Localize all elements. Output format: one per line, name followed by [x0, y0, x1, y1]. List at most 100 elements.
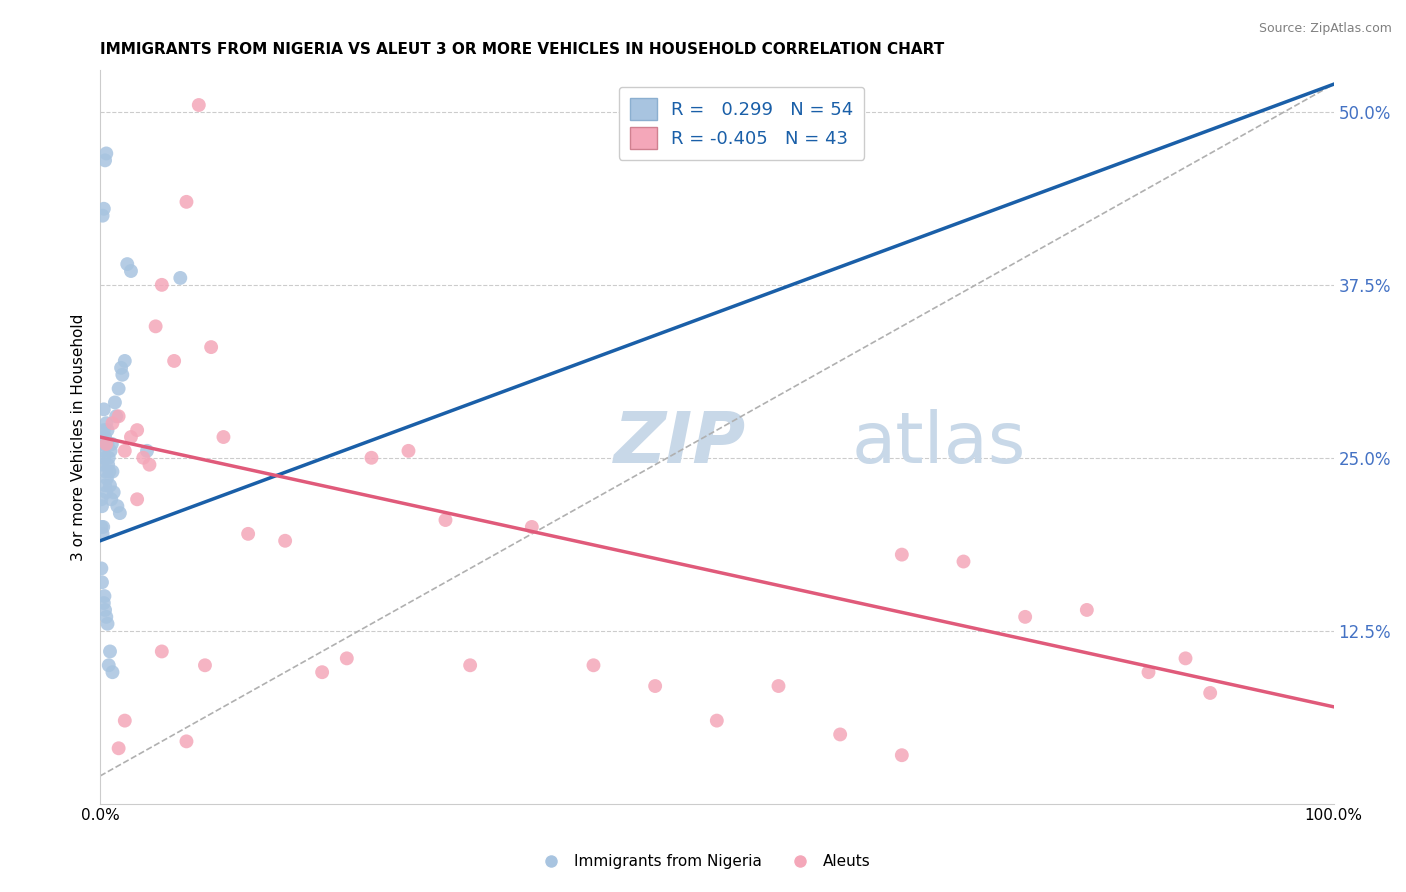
Point — [150, 277, 173, 292]
Point — [94, 430, 117, 444]
Point — [114, 714, 136, 728]
Point — [117, 257, 139, 271]
Point — [98, 478, 121, 492]
Point — [94, 465, 117, 479]
Point — [360, 450, 382, 465]
Point — [101, 665, 124, 680]
Point — [101, 437, 124, 451]
Legend: R =   0.299   N = 54, R = -0.405   N = 43: R = 0.299 N = 54, R = -0.405 N = 43 — [619, 87, 865, 160]
Point — [91, 443, 114, 458]
Point — [96, 423, 118, 437]
Point — [91, 458, 114, 472]
Point — [114, 354, 136, 368]
Point — [138, 458, 160, 472]
Point — [98, 644, 121, 658]
Point — [100, 443, 122, 458]
Point — [274, 533, 297, 548]
Point — [105, 409, 128, 424]
Point — [114, 443, 136, 458]
Point — [1076, 603, 1098, 617]
Point — [93, 596, 115, 610]
Point — [91, 209, 114, 223]
Point — [150, 644, 173, 658]
Point — [132, 450, 155, 465]
Point — [582, 658, 605, 673]
Point — [434, 513, 457, 527]
Point — [97, 658, 120, 673]
Point — [98, 465, 121, 479]
Point — [212, 430, 235, 444]
Point — [96, 437, 118, 451]
Point — [311, 665, 333, 680]
Point — [90, 561, 112, 575]
Point — [105, 499, 128, 513]
Point — [96, 471, 118, 485]
Point — [101, 416, 124, 430]
Point — [1199, 686, 1222, 700]
Legend: Immigrants from Nigeria, Aleuts: Immigrants from Nigeria, Aleuts — [530, 848, 876, 875]
Point — [830, 727, 852, 741]
Point — [107, 409, 129, 424]
Point — [1014, 610, 1036, 624]
Point — [163, 354, 186, 368]
Text: atlas: atlas — [852, 409, 1026, 478]
Point — [336, 651, 359, 665]
Point — [94, 153, 117, 168]
Point — [94, 478, 117, 492]
Point — [101, 465, 124, 479]
Point — [706, 714, 728, 728]
Point — [644, 679, 666, 693]
Point — [890, 548, 912, 562]
Point — [97, 458, 120, 472]
Point — [110, 360, 132, 375]
Point — [768, 679, 790, 693]
Text: ZIP: ZIP — [613, 409, 747, 478]
Point — [169, 271, 191, 285]
Point — [93, 423, 115, 437]
Point — [127, 423, 149, 437]
Point — [103, 485, 125, 500]
Point — [1137, 665, 1160, 680]
Point — [194, 658, 217, 673]
Point — [91, 526, 114, 541]
Point — [107, 382, 129, 396]
Point — [91, 437, 114, 451]
Point — [145, 319, 167, 334]
Point — [127, 492, 149, 507]
Point — [93, 589, 115, 603]
Point — [96, 616, 118, 631]
Point — [96, 610, 118, 624]
Point — [90, 520, 112, 534]
Point — [96, 485, 118, 500]
Point — [236, 526, 259, 541]
Point — [398, 443, 420, 458]
Point — [96, 146, 118, 161]
Point — [111, 368, 134, 382]
Point — [890, 748, 912, 763]
Point — [91, 575, 114, 590]
Point — [952, 555, 974, 569]
Point — [94, 603, 117, 617]
Text: Source: ZipAtlas.com: Source: ZipAtlas.com — [1258, 22, 1392, 36]
Point — [97, 450, 120, 465]
Point — [93, 202, 115, 216]
Point — [104, 395, 127, 409]
Y-axis label: 3 or more Vehicles in Household: 3 or more Vehicles in Household — [72, 313, 86, 561]
Point — [520, 520, 543, 534]
Text: IMMIGRANTS FROM NIGERIA VS ALEUT 3 OR MORE VEHICLES IN HOUSEHOLD CORRELATION CHA: IMMIGRANTS FROM NIGERIA VS ALEUT 3 OR MO… — [100, 42, 945, 57]
Point — [176, 734, 198, 748]
Point — [90, 492, 112, 507]
Point — [458, 658, 481, 673]
Point — [200, 340, 222, 354]
Point — [91, 499, 114, 513]
Point — [120, 264, 142, 278]
Point — [108, 506, 131, 520]
Point — [107, 741, 129, 756]
Point — [1174, 651, 1197, 665]
Point — [100, 492, 122, 507]
Point — [93, 402, 115, 417]
Point — [176, 194, 198, 209]
Point — [96, 437, 118, 451]
Point — [187, 98, 209, 112]
Point — [96, 416, 118, 430]
